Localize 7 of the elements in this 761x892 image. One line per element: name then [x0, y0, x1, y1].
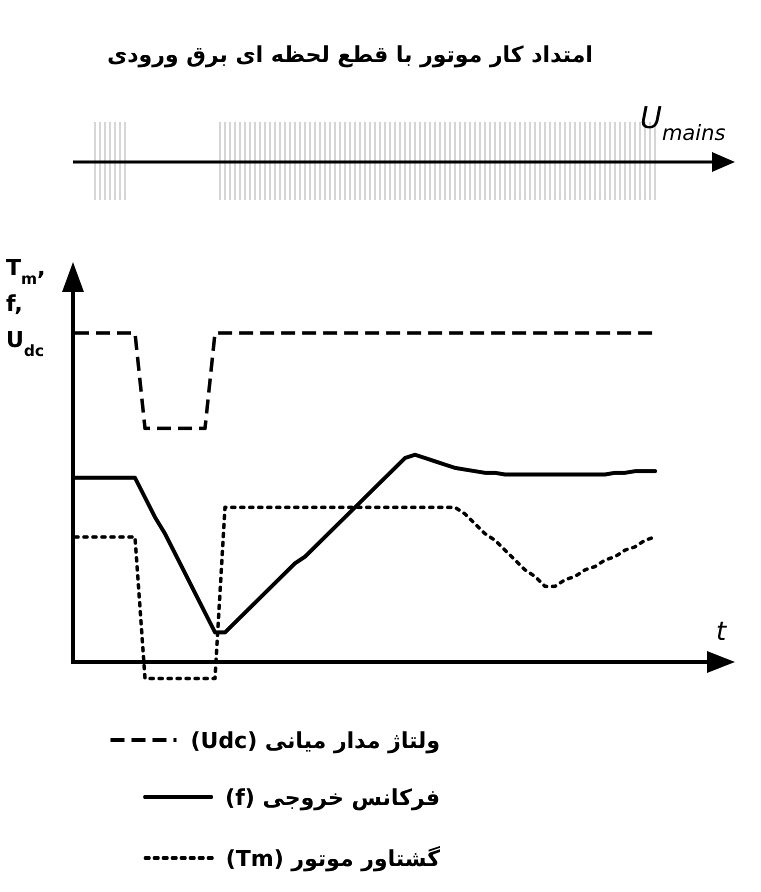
legend-label: گشتاور موتور (Tm)	[226, 845, 440, 872]
chart-title: امتداد کار موتور با قطع لحظه ای برق ورودی	[107, 43, 593, 68]
legend-label: فرکانس خروجی (f)	[225, 786, 440, 811]
text: U$_{mains}$	[640, 101, 726, 145]
x-axis-title: t	[716, 617, 727, 647]
legend-label: ولتاژ مدار میانی (Udc)	[190, 729, 440, 754]
y-axis-title: T$_{m}$, f, U$_{dc}$	[6, 256, 46, 360]
